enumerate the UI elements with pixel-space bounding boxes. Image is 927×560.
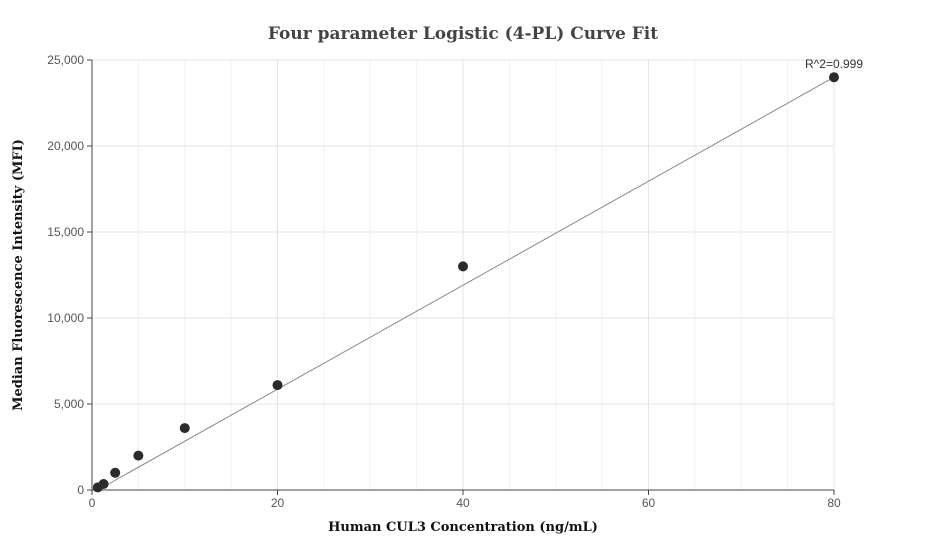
y-tick-label: 15,000 [47, 225, 84, 239]
chart-title: Four parameter Logistic (4-PL) Curve Fit [268, 24, 658, 44]
data-point [133, 450, 144, 461]
data-point [179, 423, 190, 434]
data-point [829, 72, 839, 83]
grid [92, 59, 835, 490]
x-tick-label: 40 [456, 496, 470, 510]
axes [87, 59, 835, 495]
r-squared-annotation: R^2=0.999 [805, 57, 863, 71]
y-tick-label: 5,000 [54, 397, 84, 411]
x-axis-label: Human CUL3 Concentration (ng/mL) [328, 520, 598, 535]
x-tick-label: 80 [827, 496, 841, 510]
y-axis-label: Median Fluorescence Intensity (MFI) [11, 139, 26, 411]
y-tick-labels: 0 5,000 10,000 15,000 20,000 25,000 [47, 53, 84, 497]
y-tick-label: 25,000 [47, 53, 84, 67]
y-tick-label: 0 [77, 483, 84, 497]
x-tick-label: 0 [89, 496, 96, 510]
data-points [92, 72, 839, 493]
x-tick-label: 60 [642, 496, 656, 510]
data-point [98, 478, 109, 489]
y-tick-label: 10,000 [47, 311, 84, 325]
data-point [110, 467, 121, 478]
data-point [458, 261, 468, 272]
x-tick-labels: 0 20 40 60 80 [89, 496, 841, 510]
data-point [272, 380, 283, 391]
y-tick-label: 20,000 [47, 139, 84, 153]
fit-line [97, 76, 835, 491]
x-tick-label: 20 [271, 496, 285, 510]
